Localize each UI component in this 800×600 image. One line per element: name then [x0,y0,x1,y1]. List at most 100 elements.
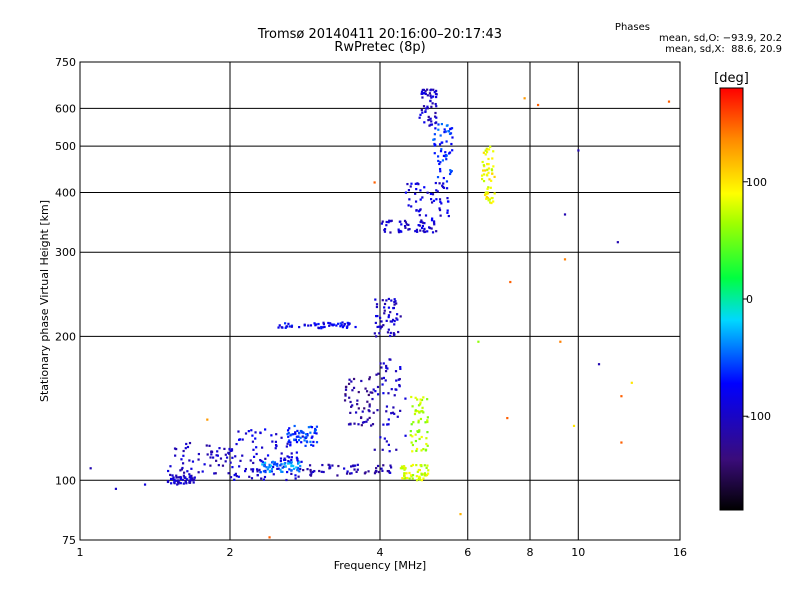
data-point [430,105,433,108]
data-point [262,464,266,467]
data-point [423,227,426,231]
data-point [285,325,288,328]
data-point [400,223,403,226]
data-point [484,191,487,194]
data-point [381,448,384,451]
data-point [491,172,494,175]
data-point [385,410,388,413]
data-point [408,198,411,201]
data-point [414,200,418,203]
data-point [322,321,325,324]
data-point [492,165,495,168]
data-point [419,417,423,421]
data-point [171,474,174,477]
data-point [231,456,234,459]
data-point [296,429,299,433]
data-point [177,476,180,479]
data-point [367,470,370,473]
data-point [424,92,427,96]
data-point [315,432,318,435]
plot-frame [79,61,681,541]
data-point [376,409,379,412]
data-point [279,464,282,467]
data-point [360,424,363,427]
data-point [368,410,371,413]
data-point [398,377,401,381]
data-point [197,458,200,461]
data-point [224,453,227,456]
data-point [290,433,293,436]
data-point [175,476,178,479]
data-point [337,464,340,468]
data-point [356,403,359,406]
data-point [404,226,407,229]
data-point [439,150,443,153]
data-point [175,447,178,451]
data-point [409,474,413,477]
data-point [450,169,453,173]
data-point [300,441,303,444]
data-point [238,465,241,468]
data-point [188,481,192,484]
data-point [419,398,422,401]
data-point [315,323,318,326]
data-point [296,466,300,470]
data-point [372,411,375,414]
data-point [287,431,290,435]
data-point [374,298,377,301]
data-point [389,320,392,323]
data-point [382,392,385,395]
data-point [443,130,446,134]
data-point [426,88,429,91]
data-point [435,105,438,108]
data-point [312,444,315,447]
data-point [451,136,454,139]
data-point [251,440,255,443]
data-point [426,105,429,108]
data-point [376,385,380,389]
data-point [420,90,424,93]
data-point [371,423,375,426]
data-point [616,241,619,244]
data-point [331,324,334,327]
data-point [208,444,211,447]
data-point [292,433,295,436]
data-point [288,456,291,459]
data-point [329,322,332,325]
data-point [349,411,352,414]
data-point [441,159,445,162]
data-point [180,458,183,461]
data-point [258,468,261,472]
data-point [374,321,377,325]
data-point [387,306,391,309]
data-point [353,468,356,471]
data-point [241,438,244,441]
data-point [296,462,300,465]
data-point [176,483,179,486]
data-point [384,370,388,373]
data-point [407,204,410,207]
data-point [287,322,290,325]
data-point [309,468,312,472]
data-point [175,474,178,477]
data-point [415,228,419,231]
data-point [368,376,371,379]
data-point [261,460,264,464]
data-point [279,459,282,463]
data-point [274,463,278,466]
data-point [447,214,450,218]
data-point [373,472,377,475]
data-point [193,476,196,479]
data-point [439,214,442,217]
data-point [344,388,348,391]
data-point [309,324,313,327]
data-point [345,326,349,329]
data-point [303,439,306,442]
data-point [330,323,333,326]
data-point [393,394,396,397]
data-point [347,423,351,426]
data-point [423,472,427,475]
data-point [260,477,263,480]
data-point [303,323,306,326]
data-point [293,424,296,428]
